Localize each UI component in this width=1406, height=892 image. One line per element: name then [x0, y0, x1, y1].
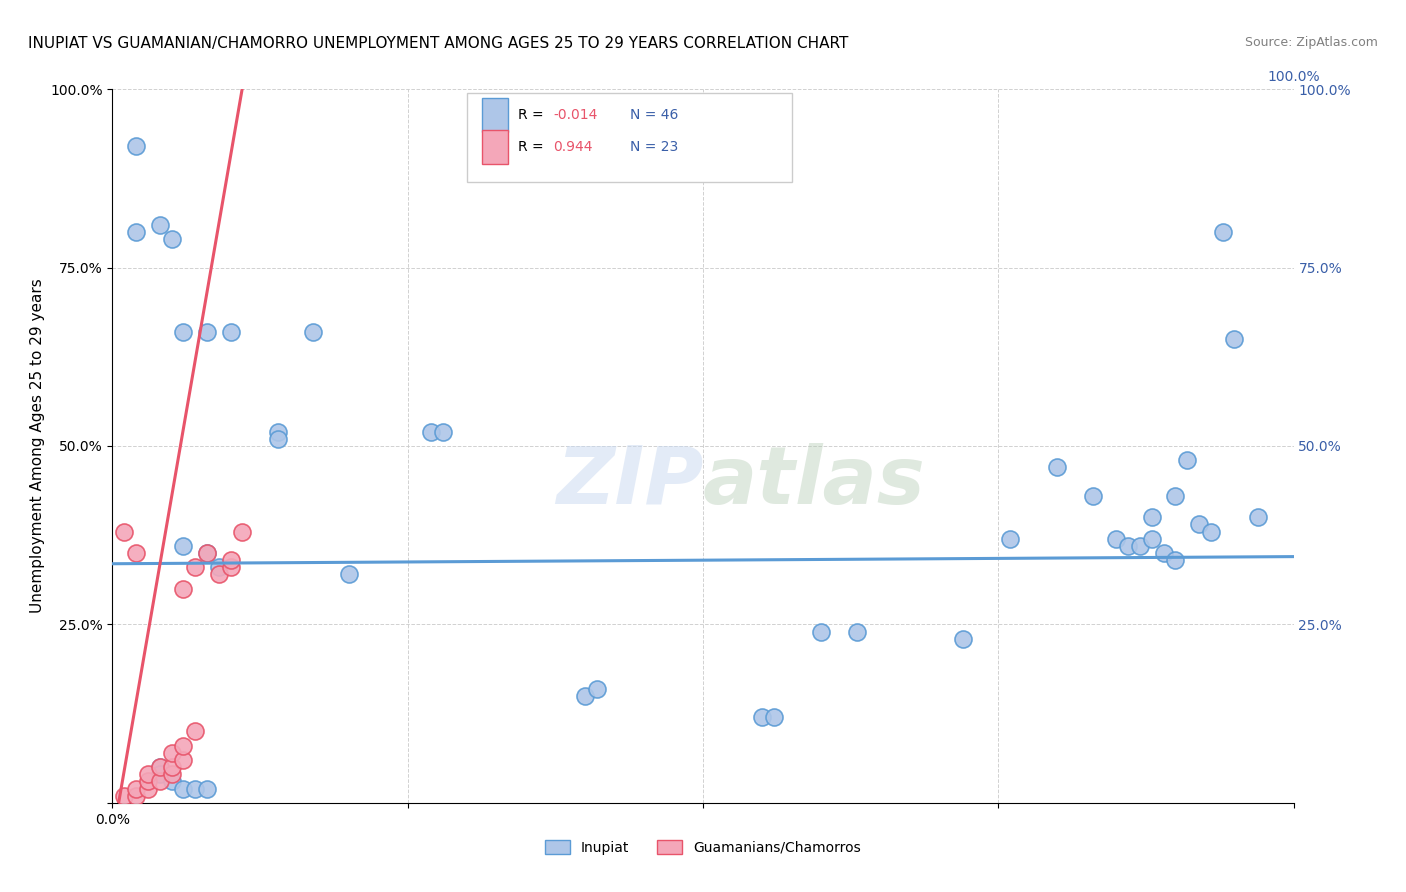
Point — [160, 767, 183, 781]
Point — [136, 767, 159, 781]
Point — [998, 532, 1021, 546]
Point — [149, 760, 172, 774]
Point — [208, 567, 231, 582]
Point — [112, 524, 135, 539]
Text: N = 46: N = 46 — [630, 108, 678, 122]
Point — [125, 781, 148, 796]
Point — [172, 753, 194, 767]
Point — [172, 539, 194, 553]
Text: -0.014: -0.014 — [553, 108, 598, 122]
Point — [1164, 489, 1187, 503]
Legend: Inupiat, Guamanians/Chamorros: Inupiat, Guamanians/Chamorros — [540, 834, 866, 860]
Point — [219, 325, 242, 339]
Point — [420, 425, 443, 439]
Text: Source: ZipAtlas.com: Source: ZipAtlas.com — [1244, 36, 1378, 49]
Point — [952, 632, 974, 646]
Text: R =: R = — [517, 140, 553, 154]
Point — [1081, 489, 1104, 503]
Point — [160, 760, 183, 774]
Point — [1199, 524, 1222, 539]
Point — [1247, 510, 1270, 524]
Point — [149, 218, 172, 232]
Point — [1153, 546, 1175, 560]
Point — [125, 225, 148, 239]
Point — [160, 232, 183, 246]
Point — [184, 781, 207, 796]
Point — [149, 767, 172, 781]
Text: 0.944: 0.944 — [553, 140, 592, 154]
Text: ZIP: ZIP — [555, 442, 703, 521]
FancyBboxPatch shape — [482, 98, 508, 132]
Point — [125, 789, 148, 803]
Point — [1046, 460, 1069, 475]
Point — [1212, 225, 1234, 239]
Point — [574, 689, 596, 703]
Point — [160, 746, 183, 760]
Point — [762, 710, 785, 724]
Point — [1116, 539, 1139, 553]
Point — [125, 546, 148, 560]
Point — [149, 760, 172, 774]
Point — [1129, 539, 1152, 553]
Point — [195, 546, 218, 560]
Point — [302, 325, 325, 339]
Text: R =: R = — [517, 108, 547, 122]
Point — [845, 624, 868, 639]
Text: atlas: atlas — [703, 442, 925, 521]
Point — [136, 774, 159, 789]
Point — [160, 774, 183, 789]
Y-axis label: Unemployment Among Ages 25 to 29 years: Unemployment Among Ages 25 to 29 years — [30, 278, 45, 614]
Point — [1175, 453, 1198, 467]
Point — [172, 781, 194, 796]
Point — [267, 432, 290, 446]
Point — [585, 681, 607, 696]
Point — [125, 139, 148, 153]
Point — [149, 774, 172, 789]
Point — [184, 724, 207, 739]
Point — [432, 425, 454, 439]
Text: N = 23: N = 23 — [630, 140, 678, 154]
Point — [751, 710, 773, 724]
Point — [208, 560, 231, 574]
Point — [184, 560, 207, 574]
Point — [195, 325, 218, 339]
Point — [810, 624, 832, 639]
Point — [112, 789, 135, 803]
Point — [172, 325, 194, 339]
Point — [1140, 510, 1163, 524]
Point — [267, 425, 290, 439]
FancyBboxPatch shape — [482, 130, 508, 164]
Point — [195, 546, 218, 560]
Text: INUPIAT VS GUAMANIAN/CHAMORRO UNEMPLOYMENT AMONG AGES 25 TO 29 YEARS CORRELATION: INUPIAT VS GUAMANIAN/CHAMORRO UNEMPLOYME… — [28, 36, 848, 51]
Point — [1188, 517, 1211, 532]
Point — [136, 781, 159, 796]
Point — [195, 781, 218, 796]
Point — [219, 553, 242, 567]
Point — [219, 560, 242, 574]
Point — [337, 567, 360, 582]
Point — [1105, 532, 1128, 546]
FancyBboxPatch shape — [467, 93, 792, 182]
Point — [1223, 332, 1246, 346]
Point — [172, 582, 194, 596]
Point — [1164, 553, 1187, 567]
Point — [172, 739, 194, 753]
Point — [231, 524, 253, 539]
Point — [1140, 532, 1163, 546]
